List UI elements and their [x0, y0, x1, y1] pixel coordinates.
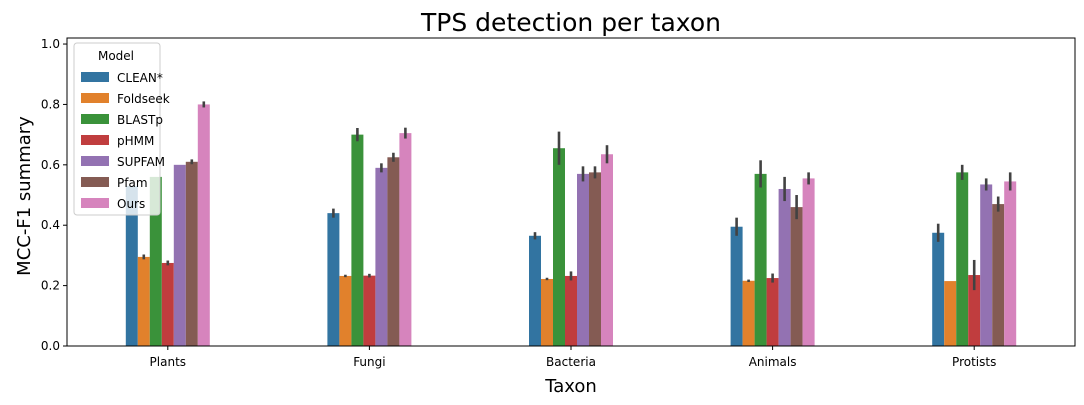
- bar-pfam-plants: [185, 161, 198, 346]
- bar-clean-plants: [125, 185, 138, 346]
- bar-supfam-fungi: [375, 167, 388, 346]
- bar-foldseek-bacteria: [541, 278, 553, 346]
- y-tick-label: 0.6: [41, 158, 60, 172]
- bar-ours-bacteria: [601, 154, 613, 346]
- legend-label: Foldseek: [117, 92, 170, 106]
- bar-supfam-animals: [778, 188, 791, 346]
- bar-clean-fungi: [327, 213, 340, 346]
- bar-blastp-fungi: [351, 134, 364, 346]
- legend-label: SUPFAM: [117, 155, 165, 169]
- bar-supfam-bacteria: [577, 173, 589, 346]
- y-tick-label: 1.0: [41, 37, 60, 51]
- bar-blastp-protists: [956, 172, 969, 346]
- bar-phmm-animals: [766, 278, 779, 346]
- legend-box: [73, 42, 161, 216]
- legend-label: pHMM: [117, 134, 154, 148]
- chart-title: TPS detection per taxon: [420, 8, 721, 37]
- legend-title: Model: [98, 49, 134, 63]
- bar-ours-plants: [197, 104, 210, 347]
- x-tick-label: Bacteria: [546, 355, 596, 369]
- bar-clean-animals: [730, 226, 743, 346]
- x-tick-label: Protists: [952, 355, 996, 369]
- bar-foldseek-protists: [944, 281, 957, 346]
- legend-swatch: [81, 177, 109, 187]
- bar-blastp-plants: [149, 176, 162, 346]
- legend-swatch: [81, 114, 109, 124]
- bar-phmm-bacteria: [565, 275, 577, 346]
- bar-foldseek-plants: [137, 256, 150, 346]
- legend-swatch: [81, 72, 109, 82]
- error-bars-group: [142, 101, 1012, 291]
- y-axis: 0.0 0.2 0.4 0.6 0.8 1.0: [41, 37, 67, 353]
- y-tick-label: 0.0: [41, 339, 60, 353]
- bar-pfam-bacteria: [589, 172, 601, 346]
- bar-foldseek-animals: [742, 280, 755, 346]
- bar-ours-fungi: [399, 133, 412, 346]
- y-tick-label: 0.2: [41, 279, 60, 293]
- bar-ours-animals: [802, 178, 815, 346]
- legend-swatch: [81, 198, 109, 208]
- y-axis-title: MCC-F1 summary: [14, 116, 35, 276]
- bar-supfam-protists: [980, 184, 993, 346]
- legend-swatch: [81, 93, 109, 103]
- x-tick-label: Animals: [749, 355, 797, 369]
- bars-group: [125, 104, 1017, 347]
- bar-pfam-protists: [992, 204, 1005, 346]
- bar-blastp-animals: [754, 173, 767, 346]
- legend-label: CLEAN*: [117, 71, 163, 85]
- bar-clean-bacteria: [529, 235, 541, 346]
- bar-phmm-fungi: [363, 275, 376, 346]
- bar-phmm-plants: [161, 262, 174, 346]
- legend-label: BLASTp: [117, 113, 163, 127]
- x-tick-label: Fungi: [353, 355, 385, 369]
- bar-pfam-animals: [790, 207, 803, 346]
- legend-label: Ours: [117, 197, 145, 211]
- bar-blastp-bacteria: [553, 148, 565, 346]
- bar-supfam-plants: [173, 164, 186, 346]
- legend: Model CLEAN* Foldseek BLASTp pHMM SUPFAM Pfam O…: [73, 42, 170, 216]
- legend-swatch: [81, 156, 109, 166]
- legend-label: Pfam: [117, 176, 148, 190]
- x-tick-label: Plants: [150, 355, 187, 369]
- y-tick-label: 0.8: [41, 97, 60, 111]
- legend-swatch: [81, 135, 109, 145]
- y-tick-label: 0.4: [41, 218, 60, 232]
- bar-phmm-protists: [968, 275, 981, 346]
- x-axis: Plants Fungi Bacteria Animals Protists: [150, 346, 996, 369]
- bar-clean-protists: [932, 232, 945, 346]
- bar-foldseek-fungi: [339, 275, 352, 346]
- x-axis-title: Taxon: [544, 376, 597, 397]
- bar-ours-protists: [1004, 181, 1017, 346]
- bar-pfam-fungi: [387, 157, 400, 346]
